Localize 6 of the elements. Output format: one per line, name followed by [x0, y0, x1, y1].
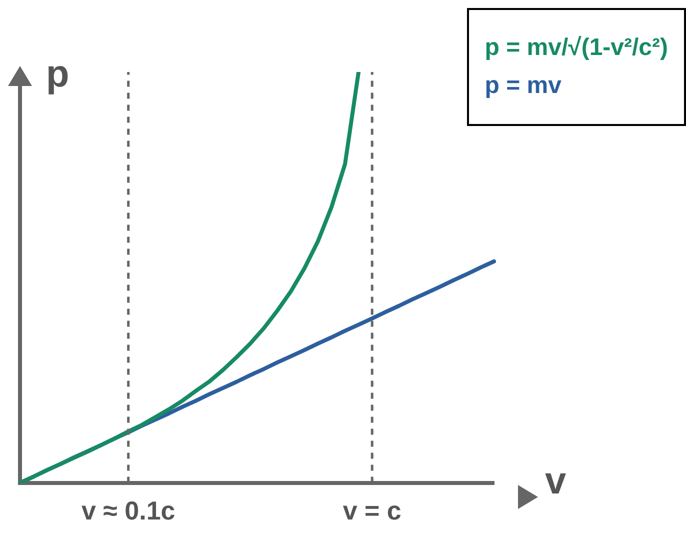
y-axis-title: p [46, 53, 70, 96]
x-axis-title: v [545, 460, 566, 502]
x-tick-label: v = c [342, 496, 402, 526]
text: p = mv [484, 72, 562, 100]
text: p = mv/√(1-v²/c²) [484, 34, 668, 62]
x-tick-label: v ≈ 0.1c [81, 496, 176, 526]
